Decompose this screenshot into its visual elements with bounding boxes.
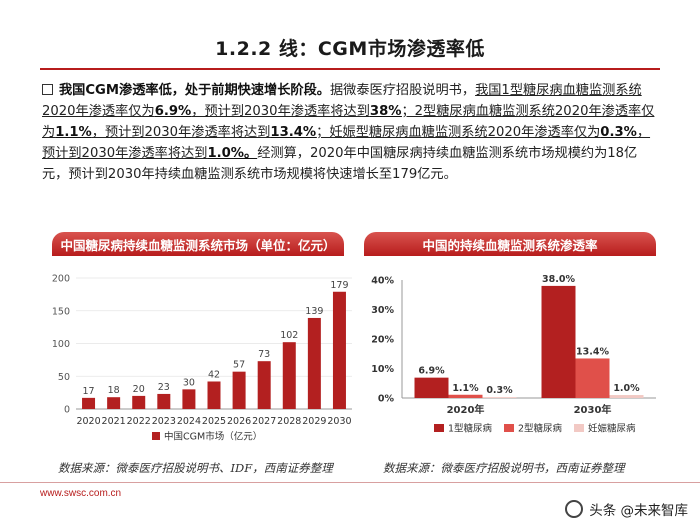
bullet-text-2: 经测算，2020年中国糖尿病持续血糖监测系统市场规模约为18亿元，预计到2030… [42, 146, 638, 182]
summary-bullet: 我国CGM渗透率低，处于前期快速增长阶段。据微泰医疗招股说明书，我国1型糖尿病血… [42, 80, 662, 185]
footer-divider [0, 482, 700, 483]
bullet-value-2: 38% [369, 104, 402, 119]
legend-label: 中国CGM市场（亿元） [164, 431, 262, 443]
bar-妊娠糖尿病-2020年 [482, 397, 517, 398]
data-label-2029: 139 [305, 306, 323, 317]
market-size-chart: 0 50 100 150 200 17 2020 18 2021 20 2022 23 2023 30 20… [52, 274, 352, 443]
x-tick-label-2028: 2028 [277, 416, 301, 427]
y-tick-label: 100 [52, 339, 70, 350]
x-tick-label-2029: 2029 [302, 416, 326, 427]
bullet-value-1: 6.9% [154, 104, 192, 119]
bullet-value-3: 1.1% [55, 125, 92, 140]
checkbox-bullet-icon [42, 84, 53, 95]
y-tick-label: 30% [371, 305, 394, 316]
legend-swatch [152, 432, 160, 440]
y-tick-label: 150 [52, 306, 70, 317]
bullet-value-4: 13.4% [270, 125, 317, 140]
left-source-note: 数据来源：微泰医疗招股说明书、IDF，西南证券整理 [58, 461, 333, 475]
left-chart-header: 中国糖尿病持续血糖监测系统市场（单位：亿元） [52, 232, 344, 256]
data-label-2027: 73 [258, 349, 270, 360]
x-tick-label-2023: 2023 [152, 416, 176, 427]
y-tick-label: 50 [58, 372, 70, 383]
data-label-2023: 23 [158, 382, 170, 393]
data-label-2021: 18 [108, 385, 120, 396]
bullet-underlined-1: 我国1型糖尿病血糖监测系统2020年渗透率仅为 [42, 83, 642, 119]
data-label-2020: 17 [82, 386, 94, 397]
bar-1型糖尿病-2020年 [414, 377, 449, 398]
data-label-2025: 42 [208, 369, 220, 380]
bullet-underlined-4: ，预计到2030年渗透率将达到 [91, 125, 271, 140]
data-label-1型糖尿病-2030年: 38.0% [542, 274, 575, 285]
bullet-value-5: 0.3% [600, 125, 637, 140]
x-tick-label-2030: 2030 [327, 416, 351, 427]
data-label-妊娠糖尿病-2030年: 1.0% [613, 383, 640, 394]
watermark-logo-icon [565, 500, 584, 518]
bar-2029 [307, 317, 321, 409]
x-tick-label-2022: 2022 [127, 416, 151, 427]
bullet-underlined-3: ；2型糖尿病血糖监测系统2020年渗透率仅为 [42, 104, 655, 140]
penetration-chart: 0% 10% 20% 30% 40% 6.9% 1.1% 0.3%2020年 38.0% 13.4… [371, 274, 656, 435]
bar-2022 [132, 395, 146, 409]
footer-url[interactable]: www.swsc.com.cn [40, 488, 122, 499]
bullet-value-6: 1.0%。 [207, 146, 258, 161]
data-label-2028: 102 [280, 330, 298, 341]
bar-2028 [282, 342, 296, 409]
y-tick-label: 20% [371, 335, 394, 346]
x-tick-label-2024: 2024 [177, 416, 201, 427]
page-title: 1.2.2 线：CGM市场渗透率低 [215, 38, 485, 60]
data-label-2022: 20 [133, 384, 145, 395]
y-tick-label: 0% [378, 394, 395, 405]
right-source-note: 数据来源：微泰医疗招股说明书，西南证券整理 [383, 461, 625, 475]
y-tick-label: 0 [64, 405, 70, 416]
bullet-text-1: 据微泰医疗招股说明书， [330, 83, 476, 98]
data-label-2024: 30 [183, 377, 195, 388]
bar-1型糖尿病-2030年 [541, 285, 576, 398]
bullet-lead: 我国CGM渗透率低，处于前期快速增长阶段。 [59, 83, 330, 98]
bullet-underlined-5: ；妊娠型糖尿病血糖监测系统2020年渗透率仅为 [316, 125, 601, 140]
bar-2025 [207, 381, 221, 409]
bar-2024 [182, 389, 196, 409]
data-label-1型糖尿病-2020年: 6.9% [418, 366, 445, 377]
x-tick-label-2025: 2025 [202, 416, 226, 427]
x-tick-label-2020年: 2020年 [447, 403, 485, 416]
data-label-2型糖尿病-2030年: 13.4% [576, 346, 609, 357]
data-label-2026: 57 [233, 360, 245, 371]
x-tick-label-2026: 2026 [227, 416, 251, 427]
x-tick-label-2030年: 2030年 [574, 403, 612, 416]
bar-2027 [257, 361, 271, 409]
y-tick-label: 10% [371, 364, 394, 375]
bar-2020 [82, 397, 96, 409]
bullet-underlined-6: ，预计到2030年渗透率将达到 [42, 125, 651, 161]
bullet-underlined-2: ，预计到2030年渗透率将达到 [191, 104, 370, 119]
data-label-2030: 179 [330, 280, 348, 291]
legend-swatch-1型糖尿病 [434, 424, 444, 432]
bar-2型糖尿病-2020年 [448, 394, 483, 398]
bar-2026 [232, 371, 246, 409]
legend-label-妊娠糖尿病: 妊娠糖尿病 [588, 423, 636, 435]
x-tick-label-2027: 2027 [252, 416, 276, 427]
right-chart-header: 中国的持续血糖监测系统渗透率 [364, 232, 656, 256]
x-tick-label-2020: 2020 [76, 416, 100, 427]
legend-swatch-2型糖尿病 [504, 424, 514, 432]
watermark-text: 头条 @未来智库 [589, 503, 688, 519]
legend-label-2型糖尿病: 2型糖尿病 [518, 423, 563, 435]
x-tick-label-2021: 2021 [102, 416, 126, 427]
bar-2021 [107, 397, 121, 409]
y-tick-label: 40% [371, 276, 394, 287]
bar-2030 [332, 291, 346, 409]
y-tick-label: 200 [52, 274, 70, 285]
watermark: 头条 @未来智库 [565, 499, 688, 519]
legend-swatch-妊娠糖尿病 [574, 424, 584, 432]
bar-2型糖尿病-2030年 [575, 358, 610, 398]
legend-label-1型糖尿病: 1型糖尿病 [448, 423, 493, 435]
data-label-2型糖尿病-2020年: 1.1% [452, 383, 479, 394]
data-label-妊娠糖尿病-2020年: 0.3% [486, 385, 513, 396]
bar-妊娠糖尿病-2030年 [609, 395, 644, 398]
title-divider [40, 68, 660, 70]
bar-2023 [157, 393, 171, 409]
